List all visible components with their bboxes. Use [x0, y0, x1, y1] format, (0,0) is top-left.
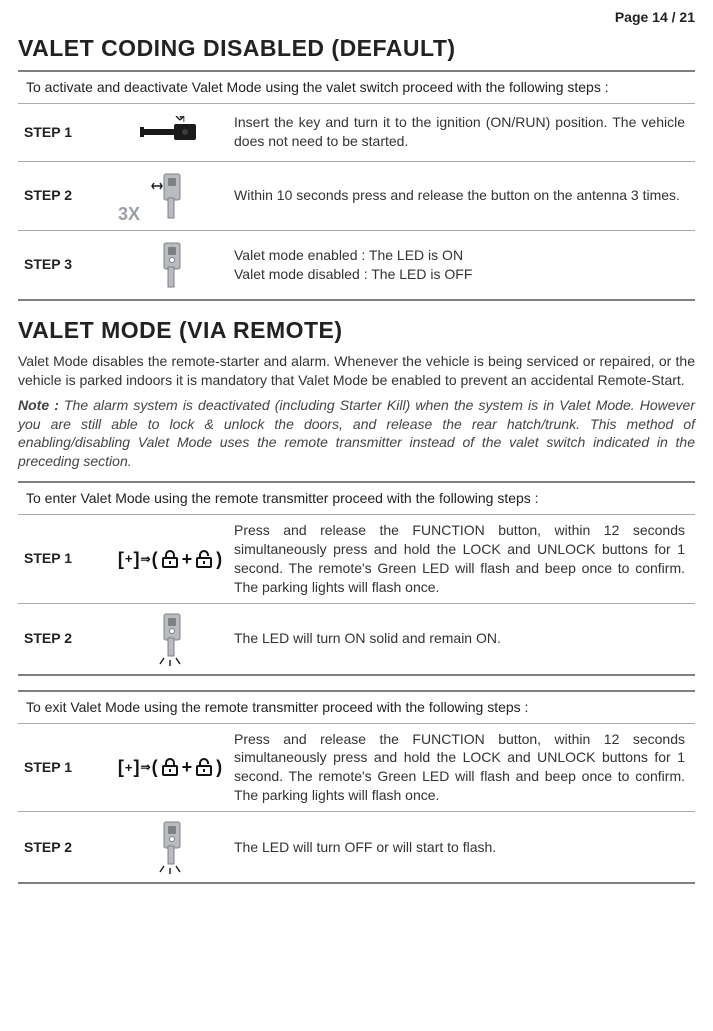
antenna-press-icon: 3X [106, 168, 234, 224]
note-body: The alarm system is deactivated (includi… [18, 397, 695, 470]
note-label: Note : [18, 397, 59, 413]
bracket-close: ] [134, 547, 140, 571]
step-row: STEP 2 3X Within 10 seconds press and re… [18, 162, 695, 231]
step-label: STEP 2 [24, 186, 106, 205]
bracket-close: ] [134, 755, 140, 779]
lock-icon [160, 757, 180, 777]
svg-text:↰: ↰ [178, 116, 186, 125]
section2-note: Note : The alarm system is deactivated (… [18, 396, 695, 472]
paren-open: ( [152, 547, 158, 571]
paren-close: ) [216, 755, 222, 779]
step-row: STEP 1 [ + ] ⇒ ( + ) [18, 724, 695, 813]
step-desc: The LED will turn OFF or will start to f… [234, 838, 689, 857]
step-desc: Valet mode enabled : The LED is ON Valet… [234, 246, 689, 284]
exit-table: To exit Valet Mode using the remote tran… [18, 690, 695, 884]
section2-lead: Valet Mode disables the remote-starter a… [18, 352, 695, 390]
step-label: STEP 1 [24, 758, 106, 777]
multiplier-label: 3X [118, 202, 140, 226]
antenna-led-icon [106, 237, 234, 293]
antenna-led-flash-icon [106, 818, 234, 876]
page-indicator: Page 14 / 21 [18, 8, 695, 27]
button-combo-icon: [ + ] ⇒ ( + ) [106, 547, 234, 571]
step-desc: The LED will turn ON solid and remain ON… [234, 629, 689, 648]
step-label: STEP 2 [24, 629, 106, 648]
section2-title: VALET MODE (VIA REMOTE) [18, 315, 695, 346]
arrow-icon: ⇒ [141, 759, 151, 775]
step-desc: Within 10 seconds press and release the … [234, 186, 689, 205]
step-row: STEP 2 The LED will turn OFF or will sta… [18, 812, 695, 882]
step-row: STEP 2 The LED will turn ON solid and re… [18, 604, 695, 674]
antenna-led-on-icon [106, 610, 234, 668]
paren-open: ( [152, 755, 158, 779]
plus-small: + [125, 550, 133, 568]
step-desc: Press and release the FUNCTION button, w… [234, 521, 689, 597]
section1-table: To activate and deactivate Valet Mode us… [18, 70, 695, 301]
step-label: STEP 1 [24, 123, 106, 142]
step-row: STEP 3 Valet mode enabled : The LED is O… [18, 231, 695, 299]
bracket-open: [ [118, 755, 124, 779]
step-label: STEP 1 [24, 549, 106, 568]
plus-big: + [182, 547, 193, 571]
enter-table: To enter Valet Mode using the remote tra… [18, 481, 695, 675]
lock-icon [160, 549, 180, 569]
bracket-open: [ [118, 547, 124, 571]
paren-close: ) [216, 547, 222, 571]
step-row: STEP 1 ↰ Insert the key and turn it to t… [18, 104, 695, 162]
plus-big: + [182, 755, 193, 779]
button-combo-icon: [ + ] ⇒ ( + ) [106, 755, 234, 779]
step-desc: Insert the key and turn it to the igniti… [234, 113, 689, 151]
step-desc: Press and release the FUNCTION button, w… [234, 730, 689, 806]
enter-intro: To enter Valet Mode using the remote tra… [18, 483, 695, 515]
arrow-icon: ⇒ [141, 551, 151, 567]
step-label: STEP 2 [24, 838, 106, 857]
step-label: STEP 3 [24, 255, 106, 274]
plus-small: + [125, 759, 133, 777]
exit-intro: To exit Valet Mode using the remote tran… [18, 692, 695, 724]
step-row: STEP 1 [ + ] ⇒ ( + ) [18, 515, 695, 604]
unlock-icon [194, 549, 214, 569]
unlock-icon [194, 757, 214, 777]
key-icon: ↰ [106, 116, 234, 148]
section1-intro: To activate and deactivate Valet Mode us… [18, 72, 695, 104]
section1-title: VALET CODING DISABLED (DEFAULT) [18, 33, 695, 64]
